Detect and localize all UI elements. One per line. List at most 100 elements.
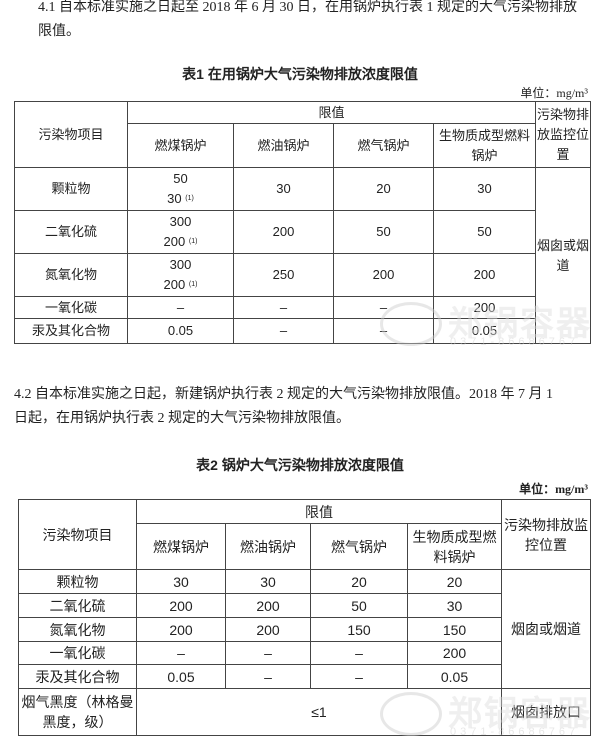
table-row: 一氧化碳 – – – 200 bbox=[14, 296, 591, 319]
value: 50 bbox=[173, 171, 188, 186]
paragraph-line: 4.2 自本标准实施之日起，新建锅炉执行表 2 规定的大气污染物排放限值。201… bbox=[14, 387, 553, 402]
item-cell: 一氧化碳 bbox=[14, 296, 128, 319]
header-limit: 限值 bbox=[126, 101, 537, 124]
coal-cell: 0.05 bbox=[136, 664, 226, 689]
gas-cell: 20 bbox=[310, 569, 408, 594]
location-cell: 烟囱或烟道 bbox=[501, 569, 591, 689]
table-row: 烟气黑度（林格曼黑度，级） ≤1 烟囱排放口 bbox=[18, 688, 591, 736]
item-cell: 汞及其化合物 bbox=[18, 664, 137, 689]
table-row: 氮氧化物 200 200 150 150 bbox=[18, 617, 591, 642]
paragraph-line: 4.1 自本标准实施之日起至 2018 年 6 月 30 日，在用锅炉执行表 1… bbox=[38, 0, 577, 15]
paragraph-line: 限值。 bbox=[38, 24, 80, 39]
item-cell: 汞及其化合物 bbox=[14, 318, 128, 344]
coal-cell: 200 bbox=[136, 593, 226, 618]
biomass-cell: 200 bbox=[432, 253, 537, 297]
biomass-cell: 30 bbox=[432, 167, 537, 211]
gas-cell: – bbox=[310, 641, 408, 665]
paragraph-line: 日起，在用锅炉执行表 2 规定的大气污染物排放限值。 bbox=[14, 411, 350, 426]
value: 300 bbox=[169, 257, 192, 272]
biomass-cell: 200 bbox=[407, 641, 502, 665]
item-cell: 二氧化硫 bbox=[18, 593, 137, 618]
header-item: 污染物项目 bbox=[14, 101, 128, 168]
oil-cell: 200 bbox=[233, 210, 334, 254]
section-4-1: 4.1 自本标准实施之日起至 2018 年 6 月 30 日，在用锅炉执行表 1… bbox=[38, 0, 577, 44]
gas-cell: 150 bbox=[310, 617, 408, 642]
table-row: 二氧化硫 300 200 (1) 200 50 50 bbox=[14, 210, 591, 254]
header-biomass: 生物质成型燃料锅炉 bbox=[432, 123, 537, 168]
footnote-mark: (1) bbox=[185, 195, 194, 202]
table2-title: 表2 锅炉大气污染物排放浓度限值 bbox=[196, 457, 404, 473]
gas-cell: – bbox=[333, 296, 434, 319]
item-cell: 烟气黑度（林格曼黑度，级） bbox=[18, 688, 137, 736]
oil-cell: 200 bbox=[225, 593, 311, 618]
table1-unit: 单位：mg/m³ bbox=[520, 86, 588, 100]
header-item: 污染物项目 bbox=[18, 499, 137, 570]
oil-cell: – bbox=[225, 641, 311, 665]
oil-cell: 250 bbox=[233, 253, 334, 297]
biomass-cell: 0.05 bbox=[432, 318, 537, 344]
gas-cell: 200 bbox=[333, 253, 434, 297]
table-row: 颗粒物 50 30 (1) 30 20 30 烟囱或烟道 bbox=[14, 167, 592, 344]
header-gas: 燃气锅炉 bbox=[310, 523, 408, 570]
table1-title: 表1 在用锅炉大气污染物排放浓度限值 bbox=[182, 66, 418, 82]
item-cell: 氮氧化物 bbox=[14, 253, 128, 297]
oil-cell: 30 bbox=[233, 167, 334, 211]
item-cell: 一氧化碳 bbox=[18, 641, 137, 665]
oil-cell: – bbox=[233, 318, 334, 344]
biomass-cell: 0.05 bbox=[407, 664, 502, 689]
header-location: 污染物排放监控位置 bbox=[535, 101, 592, 168]
item-cell: 二氧化硫 bbox=[14, 210, 128, 254]
footnote-mark: (1) bbox=[188, 238, 198, 245]
oil-cell: 200 bbox=[225, 617, 311, 642]
coal-cell: 30 bbox=[136, 569, 226, 594]
oil-cell: – bbox=[233, 296, 334, 319]
gas-cell: 20 bbox=[333, 167, 434, 211]
coal-cell: 0.05 bbox=[127, 318, 234, 344]
header-coal: 燃煤锅炉 bbox=[136, 523, 226, 570]
table1: 污染物项目 限值 污染物排放监控位置 燃煤锅炉 燃油锅炉 燃气锅炉 生物质成型燃… bbox=[14, 101, 592, 344]
table-row: 汞及其化合物 0.05 – – 0.05 bbox=[18, 664, 591, 689]
coal-cell: – bbox=[136, 641, 226, 665]
header-oil: 燃油锅炉 bbox=[225, 523, 311, 570]
biomass-cell: 150 bbox=[407, 617, 502, 642]
footnote-mark: (1) bbox=[188, 281, 198, 288]
table2-unit: 单位：mg/m³ bbox=[519, 482, 588, 496]
header-oil: 燃油锅炉 bbox=[233, 123, 334, 168]
gas-cell: 50 bbox=[333, 210, 434, 254]
oil-cell: 30 bbox=[225, 569, 311, 594]
table-row: 一氧化碳 – – – 200 bbox=[18, 641, 591, 665]
location-cell: 烟囱排放口 bbox=[501, 688, 591, 736]
biomass-cell: 20 bbox=[407, 569, 502, 594]
coal-cell: 50 30 (1) bbox=[127, 167, 234, 211]
table-row: 汞及其化合物 0.05 – – 0.05 bbox=[14, 318, 591, 344]
value: 200 bbox=[163, 234, 186, 249]
smoke-value-cell: ≤1 bbox=[136, 688, 502, 736]
biomass-cell: 50 bbox=[432, 210, 537, 254]
header-location: 污染物排放监控位置 bbox=[501, 499, 591, 570]
coal-cell: 200 bbox=[136, 617, 226, 642]
biomass-cell: 30 bbox=[407, 593, 502, 618]
table2: 污染物项目 限值 污染物排放监控位置 燃煤锅炉 燃油锅炉 燃气锅炉 生物质成型燃… bbox=[18, 499, 591, 736]
biomass-cell: 200 bbox=[432, 296, 537, 319]
table-row: 二氧化硫 200 200 50 30 bbox=[18, 593, 591, 618]
item-cell: 氮氧化物 bbox=[18, 617, 137, 642]
value: 300 bbox=[169, 214, 192, 229]
header-limit: 限值 bbox=[136, 499, 502, 524]
value: 30 bbox=[167, 191, 182, 206]
coal-cell: – bbox=[127, 296, 234, 319]
gas-cell: 50 bbox=[310, 593, 408, 618]
gas-cell: – bbox=[333, 318, 434, 344]
item-cell: 颗粒物 bbox=[14, 167, 128, 211]
gas-cell: – bbox=[310, 664, 408, 689]
table-row: 氮氧化物 300 200 (1) 250 200 200 bbox=[14, 253, 591, 297]
table-row: 颗粒物 30 30 20 20 烟囱或烟道 bbox=[18, 569, 591, 689]
oil-cell: – bbox=[225, 664, 311, 689]
header-biomass: 生物质成型燃料锅炉 bbox=[407, 523, 502, 570]
value: 200 bbox=[163, 277, 186, 292]
header-gas: 燃气锅炉 bbox=[333, 123, 434, 168]
coal-cell: 300 200 (1) bbox=[127, 210, 234, 254]
section-4-2: 4.2 自本标准实施之日起，新建锅炉执行表 2 规定的大气污染物排放限值。201… bbox=[14, 383, 553, 431]
header-coal: 燃煤锅炉 bbox=[127, 123, 234, 168]
coal-cell: 300 200 (1) bbox=[127, 253, 234, 297]
location-cell: 烟囱或烟道 bbox=[535, 167, 592, 344]
